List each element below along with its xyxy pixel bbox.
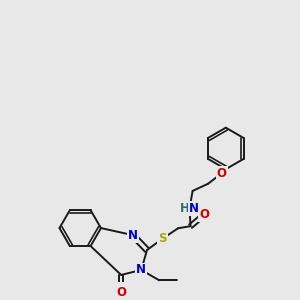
Text: N: N bbox=[136, 263, 146, 277]
Text: N: N bbox=[128, 229, 138, 242]
Text: N: N bbox=[188, 202, 199, 215]
Text: H: H bbox=[179, 202, 189, 215]
Text: O: O bbox=[217, 167, 226, 180]
Text: S: S bbox=[158, 232, 167, 245]
Text: O: O bbox=[199, 208, 209, 221]
Text: O: O bbox=[116, 286, 126, 299]
